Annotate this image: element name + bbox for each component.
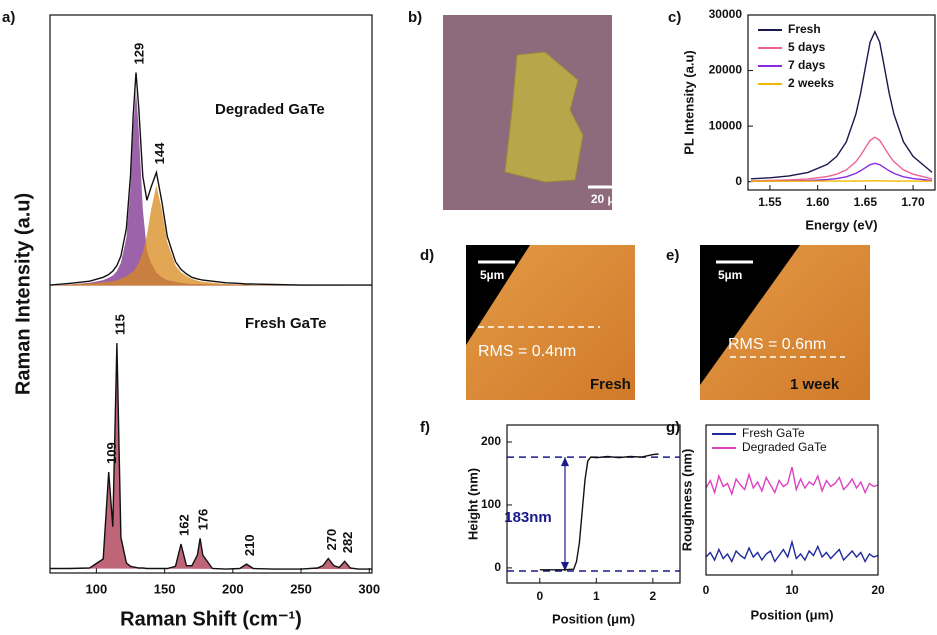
- line: [750, 136, 933, 182]
- x-tick-label: 2: [650, 589, 657, 603]
- y-axis-label: Raman Intensity (a.u): [12, 193, 34, 395]
- peak-label: 270: [324, 529, 339, 551]
- x-tick-label: 0: [536, 589, 543, 603]
- y-axis-label: PL Intensity (a.u): [681, 50, 696, 155]
- caption: 1 week: [790, 376, 840, 393]
- legend-label: 2 weeks: [788, 76, 834, 90]
- x-tick-label: 100: [86, 581, 108, 596]
- y-tick-label: 0: [735, 174, 742, 188]
- arrow-head: [561, 457, 569, 467]
- x-tick-label: 1.70: [901, 195, 925, 209]
- panel-label: d): [420, 247, 434, 264]
- x-tick-label: 200: [222, 581, 244, 596]
- scale-label: 5µm: [718, 268, 742, 282]
- panel-label: b): [408, 9, 422, 26]
- line: [49, 72, 372, 286]
- x-tick-label: 300: [358, 581, 380, 596]
- line: [705, 539, 879, 564]
- y-tick-label: 30000: [709, 7, 743, 21]
- legend-label: Fresh: [788, 22, 821, 36]
- plot-frame: [705, 424, 879, 576]
- x-tick-label: 0: [703, 583, 710, 597]
- series-label: Fresh GaTe: [245, 315, 326, 332]
- peak-label: 144: [152, 142, 167, 164]
- x-axis-label: Position (μm): [552, 611, 635, 626]
- substrate: [700, 245, 800, 385]
- peak-label: 129: [131, 43, 146, 65]
- series-label: Degraded GaTe: [215, 101, 325, 118]
- plot-frame: [49, 14, 373, 574]
- panel-label: a): [2, 9, 15, 26]
- x-axis-label: Position (μm): [750, 607, 833, 622]
- peak-label: 176: [196, 509, 211, 531]
- y-tick-label: 100: [481, 497, 501, 511]
- y-tick-label: 20000: [709, 63, 743, 77]
- y-axis-label: Height (nm): [465, 468, 480, 540]
- x-tick-label: 1.60: [806, 195, 830, 209]
- peak-label: 115: [112, 314, 127, 335]
- panel-label: c): [668, 9, 681, 26]
- peak-label: 162: [176, 514, 191, 536]
- rms-label: RMS = 0.4nm: [478, 343, 576, 360]
- line: [50, 343, 372, 570]
- arrow-head: [561, 562, 569, 572]
- x-axis-label: Raman Shift (cm⁻¹): [120, 608, 302, 630]
- x-tick-label: 1: [593, 589, 600, 603]
- line: [705, 466, 879, 497]
- peak-label: 210: [242, 534, 257, 556]
- peak-label: 282: [340, 532, 355, 554]
- x-tick-label: 1.65: [854, 195, 878, 209]
- legend-label: 5 days: [788, 40, 826, 54]
- x-tick-label: 20: [871, 583, 885, 597]
- annotation: 183nm: [504, 509, 552, 526]
- x-tick-label: 150: [154, 581, 176, 596]
- plot-frame: [747, 14, 936, 191]
- y-tick-label: 200: [481, 434, 501, 448]
- peak-label: 109: [104, 442, 119, 464]
- panel-label: e): [666, 247, 679, 264]
- x-tick-label: 10: [785, 583, 799, 597]
- area: [50, 185, 372, 286]
- panel-label: f): [420, 419, 430, 436]
- legend-label: 7 days: [788, 58, 826, 72]
- area: [50, 90, 372, 286]
- y-axis-label: Roughness (nm): [679, 449, 694, 552]
- x-tick-label: 1.55: [758, 195, 782, 209]
- x-tick-label: 250: [290, 581, 312, 596]
- flake: [504, 51, 584, 183]
- substrate: [466, 245, 530, 345]
- panel-label: g): [666, 419, 680, 436]
- x-axis-label: Energy (eV): [805, 217, 877, 232]
- rms-label: RMS = 0.6nm: [728, 336, 826, 353]
- scale-label: 5µm: [480, 268, 504, 282]
- line: [539, 453, 659, 571]
- y-tick-label: 0: [494, 560, 501, 574]
- y-tick-label: 10000: [709, 118, 743, 132]
- legend-label: Degraded GaTe: [742, 440, 827, 454]
- line: [750, 30, 933, 180]
- plot-frame: [506, 424, 681, 584]
- legend-label: Fresh GaTe: [742, 426, 805, 440]
- caption: Fresh: [590, 376, 631, 393]
- scale-label: 20 µm: [591, 192, 625, 206]
